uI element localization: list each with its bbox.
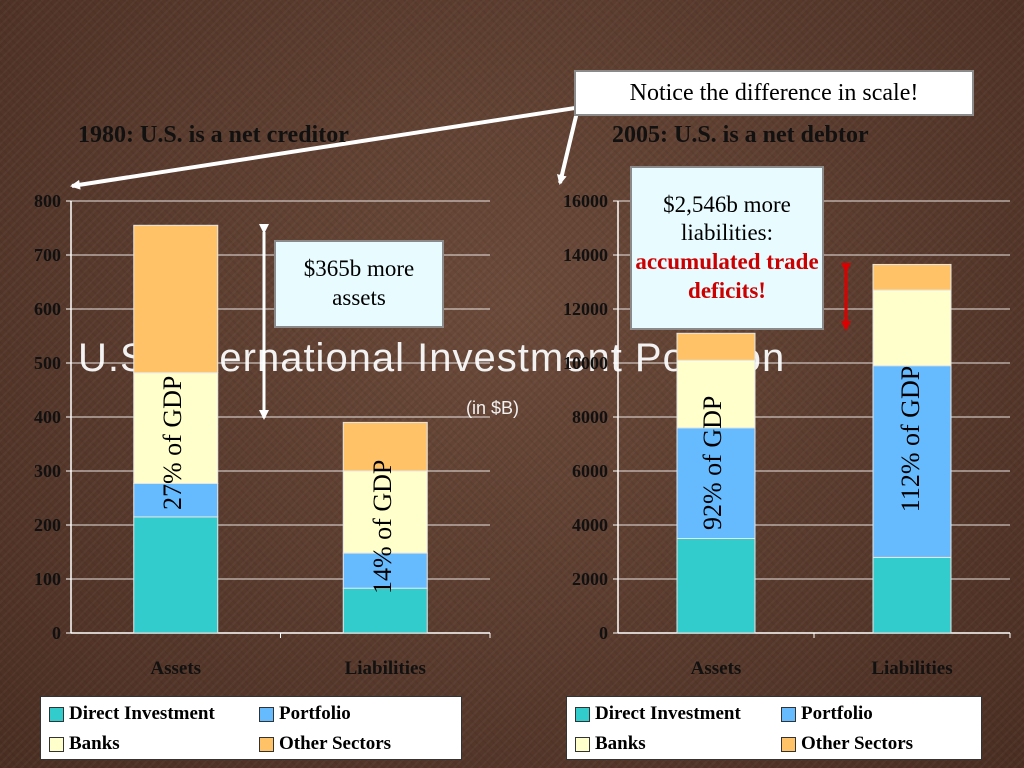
y-tick-label: 600 [34, 299, 61, 319]
gdp-2005-liabilities: 112% of GDP [896, 365, 925, 513]
callout-1980: $365b more assets [274, 240, 444, 328]
legend-item-banks: Banks [575, 733, 646, 755]
y-tick-label: 500 [34, 353, 61, 373]
legend-swatch-portfolio [781, 706, 796, 722]
y-tick-label: 10000 [563, 353, 608, 373]
bar-segment-portfolio [872, 365, 952, 558]
legend-item-banks: Banks [49, 733, 120, 755]
bar-segment-direct-investment [133, 516, 219, 634]
x-tick-label: Assets [691, 658, 742, 679]
legend-swatch-other [259, 736, 274, 752]
bar-segment-banks [872, 289, 952, 367]
bar-segment-portfolio [133, 482, 219, 518]
x-tick-label: Assets [150, 658, 201, 679]
callout-2005-line2: accumulated trade deficits! [635, 249, 819, 303]
legend-swatch-other [781, 736, 796, 752]
legend-item-portfolio: Portfolio [259, 703, 351, 725]
legend-swatch-portfolio [259, 706, 274, 722]
callout-2005: $2,546b more liabilities: accumulated tr… [630, 166, 824, 330]
legend-item-other: Other Sectors [259, 733, 391, 755]
chart-1980: 0 100 200 300 400 500 600 700 800 Assets Liabiliti… [34, 191, 491, 679]
y-tick-label: 800 [34, 191, 61, 211]
slide-subtitle: (in $B) [466, 398, 520, 418]
callout-1980-text: $365b more assets [303, 256, 415, 310]
y-tick-label: 0 [52, 623, 61, 643]
callout-2005-line1: $2,546b more liabilities: [663, 191, 791, 246]
bar-segment-banks [342, 470, 428, 554]
bar-segment-portfolio [342, 552, 428, 589]
y-tick-label: 16000 [563, 191, 608, 211]
x-tick-label: Liabilities [345, 658, 426, 679]
y-tick-label: 12000 [563, 299, 608, 319]
y-tick-label: 300 [34, 461, 61, 481]
note-arrow-left [70, 104, 589, 190]
bar-segment-other-sectors [133, 224, 219, 374]
note-arrow-right [557, 111, 579, 185]
legend-swatch-banks [575, 736, 590, 752]
legend-swatch-banks [49, 736, 64, 752]
heading-1980: 1980: U.S. is a net creditor [78, 122, 349, 148]
legend-item-portfolio: Portfolio [781, 703, 873, 725]
y-tick-label: 700 [34, 245, 61, 265]
bar-segment-banks [133, 372, 219, 484]
bar-segment-portfolio [676, 427, 756, 539]
y-tick-label: 400 [34, 407, 61, 427]
legend-1980: Direct Investment Portfolio Banks Other … [40, 696, 462, 760]
bar-segment-direct-investment [872, 556, 952, 634]
bar-segment-other-sectors [872, 263, 952, 291]
bar-segment-other-sectors [342, 421, 428, 472]
gdp-2005-assets: 92% of GDP [698, 395, 727, 530]
x-tick-label: Liabilities [871, 658, 952, 679]
legend-item-other: Other Sectors [781, 733, 913, 755]
y-tick-label: 2000 [572, 569, 608, 589]
y-tick-label: 4000 [572, 515, 608, 535]
y-tick-label: 8000 [572, 407, 608, 427]
heading-2005: 2005: U.S. is a net debtor [612, 122, 869, 148]
legend-swatch-direct [49, 706, 64, 722]
legend-2005: Direct Investment Portfolio Banks Other … [566, 696, 982, 760]
bar-segment-direct-investment [342, 587, 428, 634]
chart-2005: 0 2000 4000 6000 8000 10000 12000 14000 16000 Ass… [563, 191, 1011, 679]
legend-item-direct: Direct Investment [49, 703, 215, 725]
gdp-1980-liabilities: 14% of GDP [368, 459, 397, 594]
y-tick-label: 0 [599, 623, 608, 643]
legend-item-direct: Direct Investment [575, 703, 741, 725]
note-text: Notice the difference in scale! [629, 80, 919, 106]
gdp-1980-assets: 27% of GDP [158, 375, 187, 510]
bar-segment-direct-investment [676, 538, 756, 634]
bar-segment-banks [676, 359, 756, 429]
y-tick-label: 200 [34, 515, 61, 535]
y-tick-label: 100 [34, 569, 61, 589]
bar-segment-other-sectors [676, 332, 756, 361]
legend-swatch-direct [575, 706, 590, 722]
y-tick-label: 6000 [572, 461, 608, 481]
note-callout: Notice the difference in scale! [574, 70, 974, 116]
y-tick-label: 14000 [563, 245, 608, 265]
